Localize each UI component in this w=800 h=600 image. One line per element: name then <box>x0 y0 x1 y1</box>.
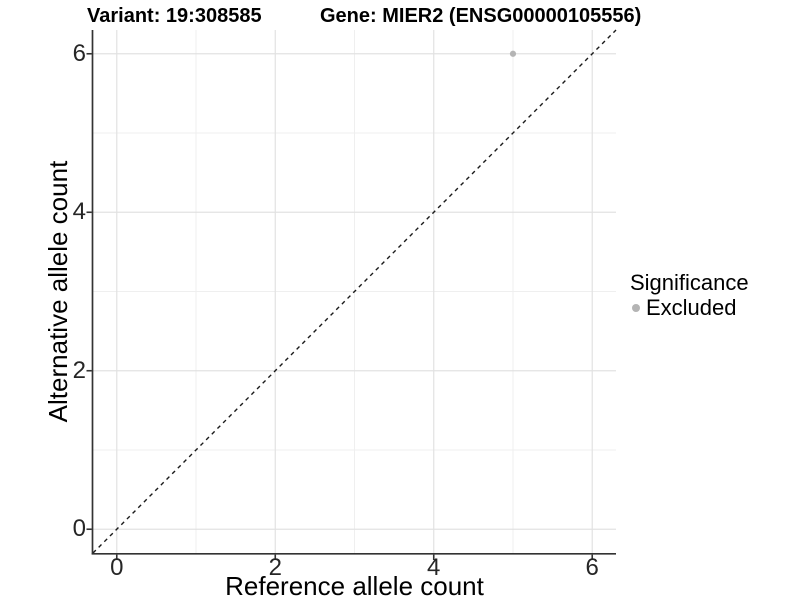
legend-items: Excluded <box>630 296 749 320</box>
y-tick-label: 6 <box>72 39 86 67</box>
legend-item-label: Excluded <box>646 295 737 320</box>
x-tick-label: 4 <box>427 554 441 581</box>
x-axis-title: Reference allele count <box>225 571 484 600</box>
identity-dashed-line <box>92 29 617 554</box>
y-tick-label: 4 <box>72 198 86 226</box>
x-tick-label: 6 <box>585 554 599 581</box>
y-axis-title: Alternative allele count <box>43 160 73 423</box>
y-tick-label: 2 <box>72 356 86 384</box>
plot-title-variant: Variant: 19:308585 <box>87 5 262 27</box>
y-tick-label: 0 <box>72 515 86 543</box>
x-tick-label: 2 <box>268 554 282 581</box>
legend-item: Excluded <box>630 296 749 320</box>
legend: Significance Excluded <box>630 271 749 320</box>
plot-title-gene: Gene: MIER2 (ENSG00000105556) <box>320 5 642 27</box>
data-point-excluded <box>509 50 517 57</box>
x-tick-label: 0 <box>110 554 124 581</box>
legend-key-dot-icon <box>632 304 640 312</box>
legend-title: Significance <box>630 270 749 295</box>
